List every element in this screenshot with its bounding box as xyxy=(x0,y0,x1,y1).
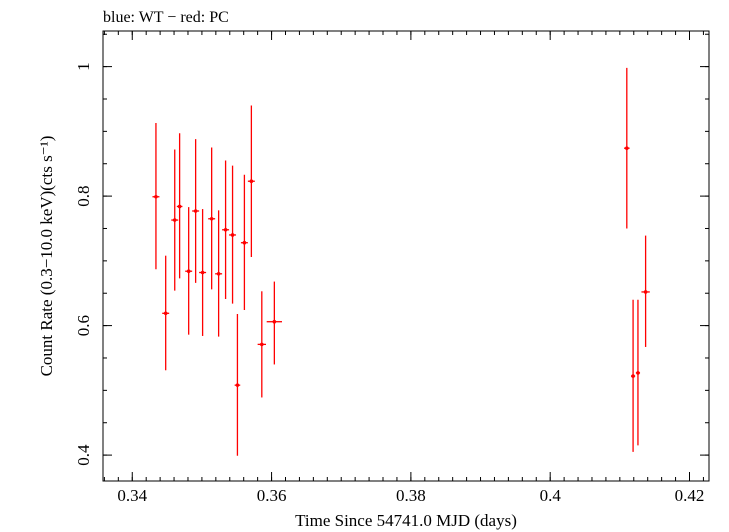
data-marker xyxy=(230,233,235,237)
data-point xyxy=(234,313,241,456)
x-tick-label: 0.34 xyxy=(117,486,147,505)
y-axis: 0.4 0.6 0.8 1 xyxy=(74,33,709,466)
y-tick-label: 0.4 xyxy=(74,444,93,466)
y-tick-label: 0.6 xyxy=(74,315,93,336)
data-marker xyxy=(193,209,198,213)
data-point xyxy=(635,299,641,446)
data-point xyxy=(192,139,200,283)
x-axis: 0.34 0.36 0.38 0.4 0.42 xyxy=(103,31,705,505)
data-marker xyxy=(172,218,177,222)
y-tick-label: 0.8 xyxy=(74,185,93,206)
data-point xyxy=(222,160,230,300)
data-marker xyxy=(223,227,228,232)
y-tick-label: 1 xyxy=(74,62,93,71)
chart-title: blue: WT − red: PC xyxy=(103,9,229,26)
data-point xyxy=(240,174,248,311)
data-marker xyxy=(216,272,221,276)
data-point xyxy=(266,281,283,365)
data-point xyxy=(630,299,636,452)
x-tick-label: 0.36 xyxy=(257,486,287,505)
data-point xyxy=(162,255,170,371)
data-marker xyxy=(242,240,247,245)
x-tick-label: 0.38 xyxy=(396,486,426,505)
data-marker xyxy=(177,204,182,209)
x-tick-label: 0.4 xyxy=(540,486,562,505)
data-point xyxy=(247,105,255,257)
data-point xyxy=(215,210,223,337)
data-marker xyxy=(260,342,264,347)
data-point xyxy=(199,209,207,336)
data-marker xyxy=(272,319,277,324)
data-marker xyxy=(625,146,629,150)
data-marker xyxy=(200,270,205,275)
data-marker xyxy=(163,311,168,316)
data-point xyxy=(152,122,160,270)
data-marker xyxy=(631,374,635,378)
data-point xyxy=(208,147,216,290)
data-point xyxy=(257,291,266,398)
plot-frame xyxy=(102,30,710,482)
data-marker xyxy=(235,383,240,387)
x-tick-label: 0.42 xyxy=(675,486,705,505)
data-point xyxy=(171,149,179,291)
data-marker xyxy=(186,269,191,274)
data-marker xyxy=(209,216,214,221)
data-point xyxy=(229,165,237,304)
data-marker xyxy=(154,194,158,199)
data-marker xyxy=(643,290,648,294)
data-series-pc xyxy=(152,67,650,456)
data-point xyxy=(624,67,630,229)
data-marker xyxy=(249,179,254,184)
x-axis-label: Time Since 54741.0 MJD (days) xyxy=(295,511,517,530)
data-point xyxy=(641,235,650,347)
data-point xyxy=(185,207,193,335)
data-point xyxy=(176,133,183,279)
data-marker xyxy=(636,371,640,375)
y-axis-label: Count Rate (0.3−10.0 keV)(cts s⁻¹) xyxy=(37,136,56,377)
